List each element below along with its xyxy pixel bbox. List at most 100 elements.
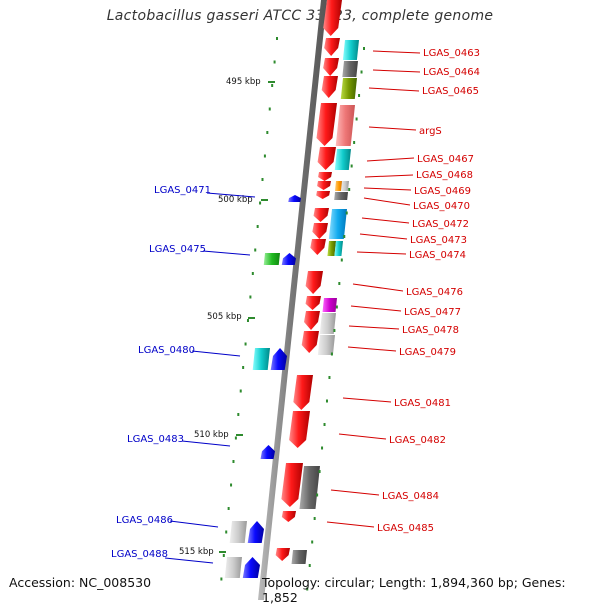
tick-dash — [263, 154, 266, 158]
forward-strand-genes — [224, 195, 301, 578]
reverse-gene-arrow — [316, 191, 330, 199]
tick-dash — [222, 554, 225, 557]
tick-dash — [358, 94, 361, 97]
tick-label: 515 kbp — [179, 547, 214, 557]
reverse-gene-arrow — [316, 103, 337, 146]
tick-dash — [313, 517, 316, 520]
gene-label: LGAS_0485 — [377, 523, 434, 534]
tick-dash — [318, 470, 321, 473]
tick-dash — [242, 366, 245, 369]
tick-dash — [268, 107, 271, 111]
gene-label: LGAS_0476 — [406, 287, 463, 298]
tick-dash — [338, 282, 341, 285]
cog-box — [335, 105, 355, 146]
cog-box — [340, 181, 349, 191]
map-title: Lactobacillus gasseri ATCC 33323, comple… — [106, 8, 494, 24]
reverse-gene-arrow — [281, 463, 303, 507]
gene-label: LGAS_0473 — [410, 235, 467, 246]
tick-dash — [256, 225, 259, 228]
reverse-gene-arrow — [310, 239, 326, 255]
tick-label: 510 kbp — [194, 430, 229, 440]
tick-label: 495 kbp — [226, 77, 261, 87]
tick-dash — [343, 235, 346, 238]
reverse-gene-arrow — [305, 271, 323, 294]
gene-label: LGAS_0480 — [138, 345, 195, 356]
tick-dash — [225, 530, 228, 534]
tick-dash — [321, 446, 324, 450]
tick-dash — [350, 164, 353, 168]
reverse-gene-arrow — [323, 0, 342, 36]
tick-dash — [246, 319, 249, 322]
forward-gene-arrow — [281, 253, 296, 265]
reverse-gene-arrow — [305, 296, 321, 310]
tick-dash — [311, 540, 314, 544]
tick-dash — [345, 211, 348, 215]
reverse-gene-arrow — [289, 411, 310, 448]
cog-box — [322, 298, 337, 312]
major-tick — [268, 81, 275, 83]
cog-box — [319, 313, 336, 334]
major-tick — [219, 551, 226, 553]
gene-label: LGAS_0463 — [423, 48, 480, 59]
reverse-gene-arrow — [321, 76, 338, 98]
reverse-gene-arrow — [318, 172, 332, 181]
backbone — [258, 0, 327, 600]
gene-label: LGAS_0477 — [404, 307, 461, 318]
tick-dash — [220, 577, 223, 581]
gene-label: LGAS_0484 — [382, 491, 439, 502]
cog-box — [229, 521, 247, 543]
gene-label: LGAS_0474 — [409, 250, 466, 261]
tick-labels: 495 kbp 500 kbp 505 kbp 510 kbp 515 kbp — [179, 77, 261, 557]
cog-box — [342, 61, 358, 77]
major-tick — [248, 317, 255, 319]
cog-box — [334, 149, 351, 170]
gene-label: LGAS_0468 — [416, 170, 473, 181]
tick-dash — [323, 423, 326, 426]
tick-dash — [227, 507, 230, 510]
gene-label: LGAS_0486 — [116, 515, 173, 526]
reverse-gene-arrow — [317, 147, 336, 170]
reverse-gene-arrow — [312, 223, 328, 239]
gene-label: LGAS_0481 — [394, 398, 451, 409]
cog-box — [317, 335, 335, 355]
forward-gene-arrow — [247, 521, 264, 543]
cog-box — [334, 181, 343, 191]
tick-dash — [328, 376, 331, 379]
major-tick — [261, 199, 268, 201]
tick-dash — [353, 141, 356, 144]
gene-label: LGAS_0488 — [111, 549, 168, 560]
reverse-gene-arrow — [324, 38, 340, 56]
right-gene-labels: LGAS_0463 LGAS_0464 LGAS_0465 argS LGAS_… — [326, 48, 480, 534]
tick-dash — [237, 413, 240, 416]
forward-gene-arrow — [288, 195, 301, 202]
gene-label: LGAS_0469 — [414, 186, 471, 197]
gene-label: LGAS_0472 — [412, 219, 469, 230]
gene-label: LGAS_0464 — [423, 67, 480, 78]
major-tick — [236, 434, 243, 436]
tick-dash — [261, 178, 264, 181]
accession-text: Accession: NC_008530 — [9, 575, 152, 590]
tick-label: 500 kbp — [218, 195, 253, 205]
tick-dash — [340, 258, 343, 262]
cog-box — [299, 466, 320, 509]
tick-dash — [266, 131, 269, 134]
tick-dash — [259, 201, 262, 205]
reverse-gene-arrow — [317, 181, 331, 190]
forward-gene-arrow — [242, 557, 260, 578]
cog-box — [327, 241, 336, 256]
cog-box — [334, 192, 348, 200]
topology-text: Topology: circular; Length: 1,894,360 bp… — [262, 575, 566, 605]
tick-dash — [316, 493, 319, 497]
tick-dash — [273, 60, 276, 64]
tick-dash — [239, 389, 242, 393]
cog-box — [291, 550, 307, 564]
cog-boxes — [291, 40, 359, 564]
left-gene-labels: LGAS_0471 LGAS_0475 LGAS_0480 LGAS_0483 … — [111, 185, 256, 564]
reverse-gene-arrow — [275, 548, 290, 561]
tick-dash — [232, 460, 235, 463]
reverse-gene-arrow — [323, 58, 339, 76]
tick-dash — [251, 272, 254, 275]
cog-box — [263, 253, 280, 265]
tick-dash — [254, 248, 257, 252]
